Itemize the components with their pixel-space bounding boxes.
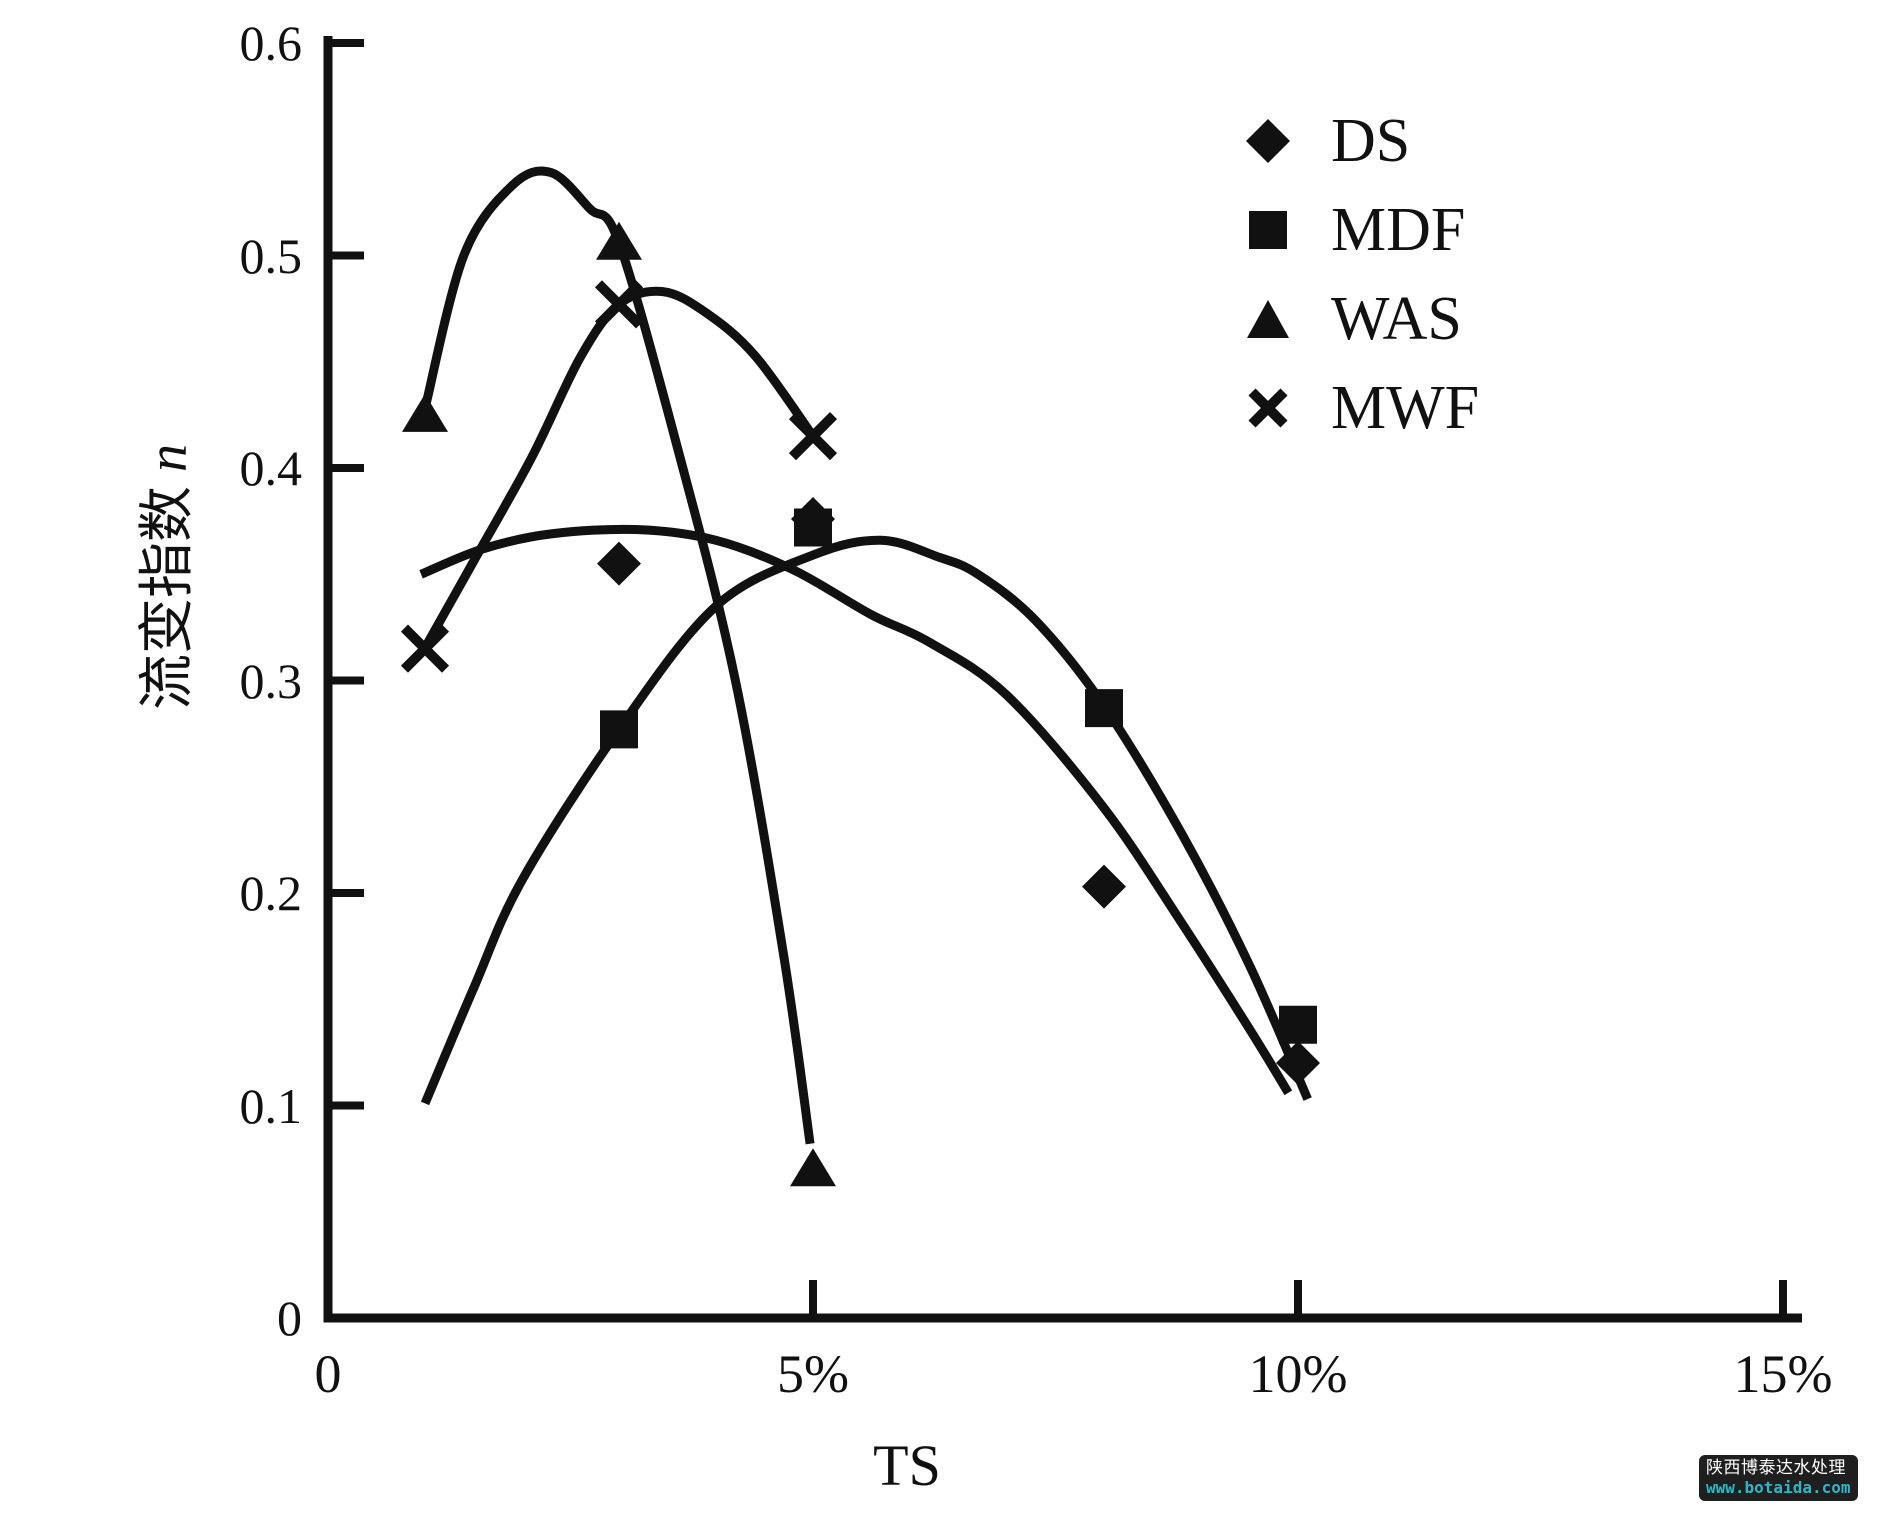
was-data-point	[596, 221, 642, 260]
data-markers	[400, 221, 1320, 1187]
y-tick-label: 0.5	[239, 227, 303, 284]
legend: DS MDF WAS MWF	[1243, 96, 1479, 452]
watermark-text: 陕西博泰达水处理	[1706, 1458, 1846, 1477]
mdf-data-point	[794, 508, 832, 547]
x-axis-title: TS	[873, 1433, 941, 1498]
legend-item-mwf: MWF	[1243, 363, 1479, 452]
diamond-marker-icon	[1243, 116, 1293, 166]
fitted-curves	[419, 166, 1312, 1145]
legend-label-ds: DS	[1331, 106, 1411, 175]
was-data-point	[402, 393, 448, 432]
legend-item-ds: DS	[1243, 96, 1479, 185]
ds-data-point	[597, 541, 641, 586]
axis-ticks	[328, 39, 1787, 1318]
y-tick-label: 0.4	[239, 440, 303, 496]
y-axis-title-text: 流变指数	[137, 486, 199, 710]
watermark-badge: 陕西博泰达水处理 www.botaida.com	[1699, 1455, 1858, 1501]
fit-curve-mdf	[420, 535, 1312, 1106]
fit-curve-was	[420, 166, 815, 1145]
watermark-url: www.botaida.com	[1706, 1478, 1851, 1497]
fit-curve-mwf	[422, 286, 814, 647]
mwf-data-point	[788, 412, 838, 461]
legend-label-mdf: MDF	[1331, 195, 1466, 264]
x-tick-label: 10%	[1248, 1344, 1348, 1404]
y-axis-title: 流变指数 n	[137, 277, 199, 877]
y-tick-label: 0	[277, 1290, 302, 1346]
mwf-data-point	[594, 280, 644, 329]
x-marker-icon	[1243, 383, 1293, 433]
ds-data-point	[1276, 1041, 1320, 1085]
y-tick-label: 0.2	[239, 865, 303, 921]
was-data-point	[790, 1148, 836, 1187]
y-tick-label: 0.1	[239, 1077, 303, 1134]
legend-label-mwf: MWF	[1331, 373, 1480, 442]
mdf-data-point	[1279, 1005, 1317, 1044]
mdf-data-point	[1085, 689, 1123, 728]
y-axis-title-symbol: n	[137, 444, 199, 472]
legend-label-was: WAS	[1331, 284, 1462, 353]
triangle-marker-icon	[1243, 294, 1293, 344]
y-tick-label: 0.6	[239, 15, 303, 71]
fit-curve-ds	[419, 524, 1293, 1096]
legend-item-was: WAS	[1243, 274, 1479, 363]
square-marker-icon	[1243, 205, 1293, 255]
x-tick-label: 0	[314, 1344, 342, 1404]
mdf-data-point	[600, 710, 638, 749]
x-tick-label: 15%	[1733, 1344, 1833, 1404]
ds-data-point	[1082, 864, 1126, 909]
legend-item-mdf: MDF	[1243, 185, 1479, 274]
x-tick-label: 5%	[777, 1344, 849, 1404]
mwf-data-point	[400, 624, 450, 673]
y-tick-label: 0.3	[239, 652, 303, 709]
